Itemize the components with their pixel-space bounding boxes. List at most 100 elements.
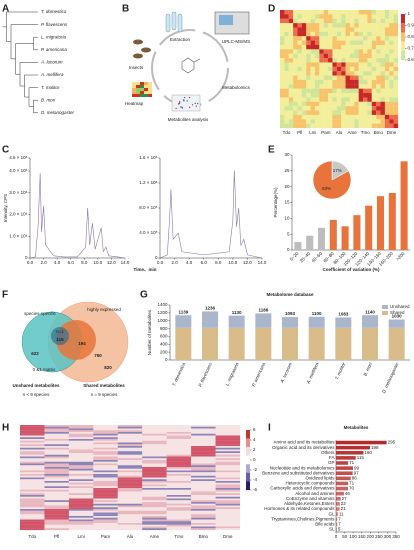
corr-cell	[293, 75, 298, 81]
corr-cell	[345, 23, 351, 28]
insect	[141, 47, 151, 53]
corr-cell	[288, 114, 294, 120]
heatmap-stripe	[166, 526, 192, 529]
heatmap-stripe	[93, 470, 118, 473]
heatmap-stripe	[20, 458, 45, 461]
heatmap-stripe	[215, 510, 241, 513]
heatmap-stripe	[20, 519, 45, 522]
heatmap-stripe	[117, 470, 143, 473]
corr-cell	[376, 71, 381, 76]
bar-segment	[228, 327, 245, 360]
corr-cell	[393, 53, 399, 59]
heatmap-stripe	[117, 512, 143, 515]
corr-cell	[380, 40, 385, 46]
venn-label: Shared metabolites	[83, 383, 125, 388]
heatmap-stripe	[20, 500, 45, 503]
pie-slice	[312, 160, 352, 200]
corr-cell	[297, 36, 302, 41]
corr-cell	[328, 93, 333, 98]
corr-cell	[319, 53, 324, 59]
panel-label: F	[2, 290, 8, 301]
bar-segment	[255, 313, 272, 328]
y-tick-label: 1200	[157, 310, 168, 315]
workflow-label: UPLC-MS/MS	[222, 39, 250, 44]
heatmap-stripe	[20, 523, 45, 525]
corr-cell	[336, 93, 342, 98]
bar-segment	[282, 317, 298, 328]
corr-cell	[314, 58, 320, 63]
corr-cell	[363, 84, 368, 89]
heatmap-stripe	[20, 488, 45, 490]
heatmap-stripe	[117, 488, 143, 490]
corr-cell	[371, 106, 377, 111]
heatmap-stripe	[68, 526, 94, 529]
corr-cell	[288, 18, 294, 24]
heatmap-stripe	[166, 440, 192, 443]
heatmap-stripe	[20, 505, 45, 508]
corr-cell	[323, 84, 329, 89]
corr-cell	[336, 49, 342, 54]
heatmap-stripe	[215, 446, 241, 448]
value-label: 22	[341, 501, 347, 506]
corr-cell	[319, 14, 324, 19]
venn-label: n=1	[56, 329, 64, 334]
heatmap-stripe	[44, 437, 69, 440]
corr-cell	[354, 97, 359, 102]
corr-cell	[345, 75, 351, 81]
volcano-dot	[181, 107, 184, 109]
heatmap-stripe	[20, 454, 45, 457]
corr-cell	[280, 97, 285, 102]
corr-cell	[349, 40, 355, 46]
corr-cell	[393, 23, 399, 28]
value-label: 86	[352, 476, 358, 481]
value-label: 295	[388, 440, 396, 445]
corr-cell	[380, 10, 385, 15]
heatmap-stripe	[166, 439, 192, 441]
corr-cell	[376, 27, 381, 32]
bar	[336, 440, 387, 445]
corr-cell	[323, 58, 329, 63]
heatmap-stripe	[215, 444, 241, 447]
heatmap-stripe	[191, 468, 216, 471]
corr-cell	[297, 27, 302, 32]
heatmap-stripe	[191, 449, 216, 452]
bar	[294, 242, 302, 250]
mini-heatmap	[148, 88, 152, 91]
total-label: 1100	[312, 311, 322, 316]
heatmap-stripe	[191, 472, 216, 475]
corr-cell	[393, 114, 399, 120]
corr-cell	[393, 49, 399, 54]
heatmap-stripe	[20, 442, 45, 445]
corr-cell	[380, 36, 385, 41]
heatmap-stripe	[191, 495, 216, 497]
corr-cell	[384, 101, 390, 107]
heatmap-stripe	[166, 444, 192, 447]
heatmap-stripe	[166, 481, 192, 483]
heatmap-stripe	[44, 516, 69, 518]
heatmap-stripe	[93, 460, 118, 462]
heatmap-stripe	[166, 496, 192, 499]
bar-segment	[388, 327, 405, 360]
heatmap-stripe	[166, 449, 192, 452]
corr-cell	[328, 49, 333, 54]
corr-cell	[310, 79, 316, 85]
heatmap-stripe	[166, 437, 192, 440]
colorbar	[246, 447, 250, 456]
heatmap-stripe	[68, 516, 94, 518]
heatmap-stripe	[93, 456, 118, 459]
bar-segment	[388, 319, 405, 328]
heatmap-stripe	[117, 465, 143, 468]
bar	[329, 219, 337, 250]
value-label: 7	[338, 516, 341, 521]
heatmap-stripe	[68, 467, 94, 469]
corr-cell	[384, 75, 390, 81]
corr-cell	[349, 84, 355, 89]
heatmap-stripe	[215, 496, 241, 499]
heatmap-stripe	[44, 428, 69, 431]
corr-cell	[341, 58, 346, 63]
value-label: 70	[349, 486, 355, 491]
corr-cell	[314, 36, 320, 41]
heatmap-stripe	[215, 509, 241, 511]
heatmap-stripe	[44, 496, 69, 499]
heatmap-stripe	[68, 425, 94, 427]
